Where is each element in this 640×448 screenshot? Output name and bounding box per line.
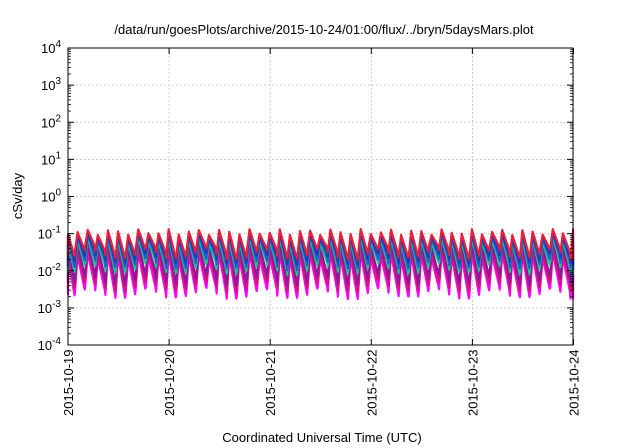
x-tick-label: 2015-10-19	[61, 350, 76, 417]
y-tick-label: 103	[41, 76, 61, 93]
y-tick-label: 10-1	[38, 225, 62, 242]
series-line	[66, 228, 575, 261]
x-axis-label: Coordinated Universal Time (UTC)	[222, 430, 421, 445]
series-group	[66, 228, 575, 301]
chart-title: /data/run/goesPlots/archive/2015-10-24/0…	[114, 22, 534, 37]
y-tick-label: 100	[41, 188, 61, 205]
x-tick-label: 2015-10-22	[364, 350, 379, 417]
y-tick-label: 101	[41, 150, 61, 167]
x-tick-label: 2015-10-20	[162, 350, 177, 417]
y-tick-label: 102	[41, 113, 61, 130]
y-axis-label: cSv/day	[10, 172, 25, 219]
gridlines	[68, 48, 574, 345]
x-tick-label: 2015-10-23	[465, 349, 480, 416]
y-tick-label: 10-4	[38, 336, 62, 353]
x-axis: 2015-10-19 2015-10-20 2015-10-21 2015-10-22…	[61, 48, 582, 416]
x-tick-label: 2015-10-21	[263, 350, 278, 417]
y-axis: 10-4 10-3 10-2 10-1 100 101 102 103 104	[38, 39, 573, 353]
y-tick-label: 10-3	[38, 299, 62, 316]
y-tick-label: 104	[41, 39, 61, 56]
x-tick-label: 2015-10-24	[567, 350, 582, 417]
y-tick-label: 10-2	[38, 262, 62, 279]
